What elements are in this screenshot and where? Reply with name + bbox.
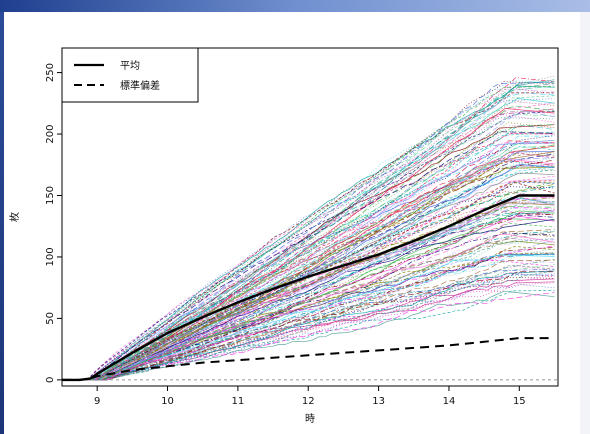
x-tick-label: 12 <box>302 396 315 407</box>
simulated-path <box>62 291 555 381</box>
simulated-path <box>62 142 555 381</box>
simulated-path <box>62 218 555 381</box>
simulated-path <box>62 180 555 381</box>
legend-box <box>61 47 199 103</box>
simulated-path <box>62 166 555 381</box>
simulated-path <box>62 144 555 381</box>
simulated-path <box>62 186 555 381</box>
simulated-path <box>62 213 555 381</box>
simulated-path <box>62 169 555 381</box>
simulated-path <box>62 98 555 381</box>
legend-label-std-dev: 標準偏差 <box>120 79 160 92</box>
simulated-path <box>62 153 555 381</box>
simulated-path <box>62 153 555 381</box>
y-tick-label: 200 <box>45 124 56 143</box>
simulated-path <box>62 233 555 381</box>
y-tick-label: 150 <box>45 186 56 205</box>
y-tick-label: 0 <box>45 377 56 383</box>
simulated-path <box>62 160 555 381</box>
simulated-path <box>62 209 555 381</box>
simulated-path <box>62 231 555 381</box>
simulated-path <box>62 254 555 381</box>
y-axis-label: 枚 <box>8 212 21 222</box>
slide-header-bar <box>0 0 590 12</box>
simulated-path <box>62 175 555 381</box>
simulated-path <box>62 238 555 381</box>
slide-left-border <box>0 12 4 434</box>
legend: 平均 標準偏差 <box>61 47 199 103</box>
simulated-path <box>62 210 555 381</box>
simulated-path <box>62 81 555 381</box>
simulated-path <box>62 181 555 381</box>
simulated-path <box>62 166 555 381</box>
simulated-path <box>62 87 555 381</box>
simulated-path <box>62 210 555 381</box>
simulated-path <box>62 125 555 381</box>
simulated-path <box>62 264 555 381</box>
simulated-path <box>62 270 555 381</box>
simulated-path <box>62 114 555 381</box>
simulated-path <box>62 131 555 381</box>
simulated-path <box>62 166 555 381</box>
y-axis: 0 50 100 150 200 250 <box>45 63 62 383</box>
simulated-path <box>62 131 555 381</box>
x-tick-label: 13 <box>372 396 385 407</box>
simulated-path <box>62 212 555 381</box>
simulated-path <box>62 140 555 381</box>
x-tick-label: 11 <box>232 396 245 407</box>
series-mean-line <box>62 194 555 382</box>
simulated-path <box>62 258 555 381</box>
simulated-path <box>62 105 555 381</box>
simulated-path <box>62 272 555 381</box>
x-tick-label: 9 <box>94 396 100 407</box>
simulated-path <box>62 92 555 381</box>
simulated-path <box>62 133 555 381</box>
y-tick-label: 50 <box>45 312 56 325</box>
y-tick-label: 250 <box>45 63 56 82</box>
simulated-path <box>62 100 555 381</box>
simulated-path <box>62 252 555 381</box>
simulated-path <box>62 242 555 381</box>
x-axis: 9 10 11 12 13 14 15 <box>94 386 526 407</box>
simulated-path <box>62 95 555 381</box>
x-tick-label: 10 <box>161 396 174 407</box>
simulated-path <box>62 108 555 381</box>
x-tick-label: 15 <box>513 396 526 407</box>
simulated-path <box>62 284 555 381</box>
slide-right-margin <box>580 12 590 434</box>
simulated-path <box>62 81 555 381</box>
simulated-path <box>62 75 555 381</box>
simulated-path <box>62 124 555 381</box>
x-axis-label: 時 <box>305 413 315 425</box>
y-tick-label: 100 <box>45 247 56 266</box>
simulated-path <box>62 80 555 381</box>
simulated-path <box>62 200 555 381</box>
simulated-path <box>62 271 555 381</box>
simulated-paths <box>62 75 555 381</box>
simulated-path <box>62 77 555 381</box>
series-std-dev-line <box>62 337 555 381</box>
simulated-path <box>62 268 555 381</box>
legend-label-mean: 平均 <box>120 60 140 72</box>
simulated-path <box>62 196 555 381</box>
simulated-path <box>62 144 555 381</box>
simulated-path <box>62 111 555 381</box>
x-tick-label: 14 <box>443 396 456 407</box>
simulated-path <box>62 201 555 381</box>
simulated-path <box>62 149 555 381</box>
simulated-path <box>62 109 555 381</box>
simulated-path <box>62 152 555 381</box>
simulated-path <box>62 230 555 381</box>
plot-area-border <box>61 47 559 387</box>
simulated-path <box>62 102 555 381</box>
simulated-path <box>62 111 555 381</box>
simulated-path <box>62 238 555 381</box>
